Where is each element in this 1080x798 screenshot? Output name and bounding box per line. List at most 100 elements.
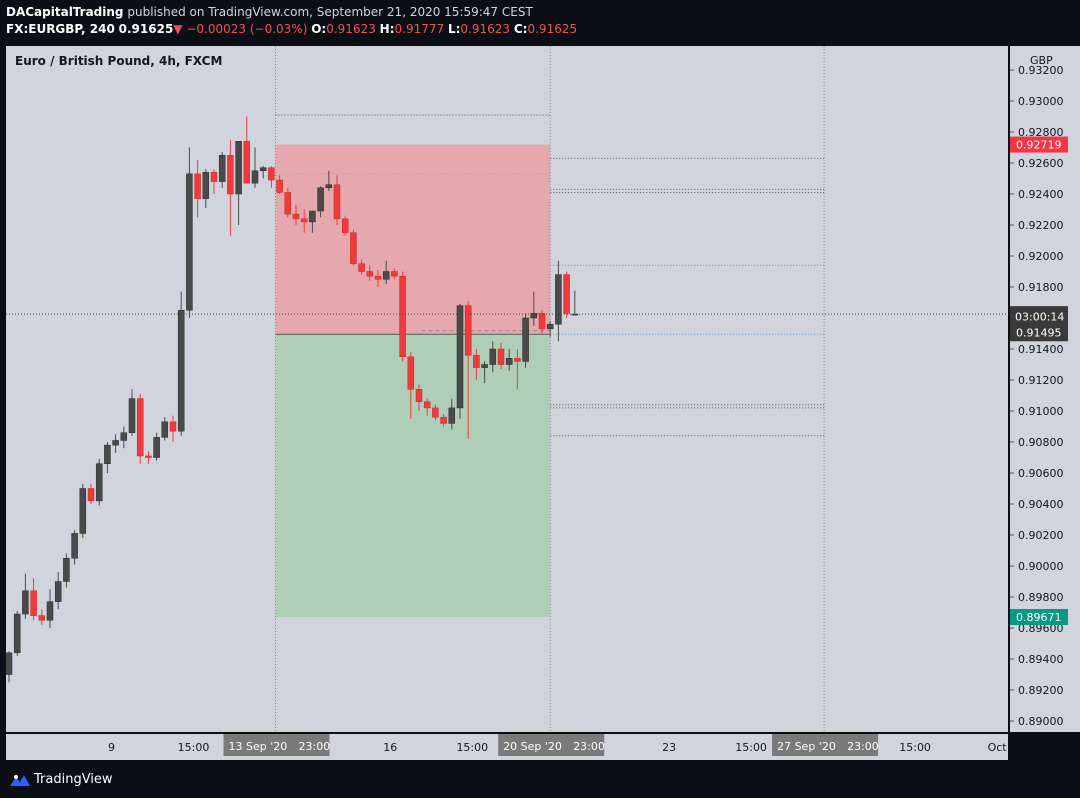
candle-body: [456, 305, 464, 409]
date-highlight-box: [772, 734, 879, 756]
candle-body: [473, 354, 480, 368]
candle-body: [333, 184, 341, 220]
candle-body: [563, 274, 570, 314]
y-tick-label: 0.89000: [1018, 715, 1064, 728]
candle-body: [128, 398, 136, 433]
y-tick-label: 0.92400: [1018, 188, 1064, 201]
y-tick-label: 0.91400: [1018, 343, 1064, 356]
price-change: −0.00023 (−0.03%): [186, 22, 308, 36]
candle-body: [276, 179, 283, 193]
open-label: O:: [311, 22, 327, 36]
x-tick-label: 23: [662, 741, 676, 754]
candle-body: [227, 155, 234, 195]
candle-body: [505, 358, 513, 365]
high-label: H:: [379, 22, 395, 36]
y-tick-label: 0.89600: [1018, 622, 1064, 635]
open-value: 0.91623: [326, 22, 376, 36]
candle-body: [54, 581, 62, 602]
candle-body: [63, 558, 70, 582]
candle-body: [218, 155, 226, 182]
candle-body: [194, 173, 201, 199]
y-tick-label: 0.93000: [1018, 95, 1064, 108]
footer: TradingView: [0, 762, 1080, 798]
vertical-time-lines: [275, 46, 825, 732]
candle-body: [46, 601, 54, 621]
candle-body: [243, 141, 251, 184]
close-value: 0.91625: [527, 22, 578, 36]
candle-body: [522, 317, 529, 362]
x-tick-label: 15:00: [178, 741, 210, 754]
candle-body: [120, 432, 128, 441]
candle-body: [317, 187, 324, 212]
candle-body: [13, 613, 21, 654]
x-tick-label: 15:00: [899, 741, 931, 754]
candle-body: [300, 218, 308, 223]
candle-body: [153, 437, 160, 458]
tradingview-brand[interactable]: TradingView: [34, 772, 113, 787]
candle-body: [177, 310, 185, 432]
price-label: 0.89671: [1016, 611, 1062, 624]
candle-body: [112, 440, 119, 446]
y-tick-label: 0.90400: [1018, 498, 1064, 511]
y-tick-label: 0.91000: [1018, 405, 1064, 418]
candle-body: [358, 263, 365, 272]
candle-body: [571, 313, 579, 316]
date-highlight-label: 13 Sep '20: [229, 740, 288, 753]
candle-body: [292, 213, 300, 220]
y-tick-label: 0.92200: [1018, 219, 1064, 232]
y-axis-ticks: 0.93200 0.93000 0.92800 0.92600 0.92400 0.922…: [1010, 64, 1064, 728]
tradingview-logo-icon[interactable]: [8, 772, 32, 788]
candle-body: [350, 232, 357, 264]
date-highlight-label: 27 Sep '20: [777, 740, 836, 753]
countdown-label: 03:00:14: [1015, 310, 1064, 323]
candle-body: [481, 364, 488, 368]
candle-body: [30, 590, 37, 616]
candle-body: [514, 358, 521, 362]
y-tick-label: 0.90000: [1018, 560, 1064, 573]
candle-body: [169, 421, 177, 432]
candle-body: [538, 313, 546, 330]
candles: [5, 116, 579, 683]
publish-line: DACapitalTrading published on TradingVie…: [6, 5, 533, 19]
candle-body: [489, 348, 497, 365]
candle-body: [497, 348, 505, 365]
down-arrow-icon: ▼: [173, 22, 183, 36]
time-highlight-label: 23:00: [299, 740, 331, 753]
candle-body: [464, 305, 472, 356]
candle-body: [87, 488, 95, 502]
currency-label: GBP: [1030, 54, 1053, 67]
candle-body: [95, 463, 103, 502]
candle-body: [448, 407, 456, 424]
date-highlight-label: 20 Sep '20: [503, 740, 562, 753]
chart-title: Euro / British Pound, 4h, FXCM: [15, 54, 222, 68]
candle-body: [136, 398, 144, 457]
publish-header: DACapitalTrading published on TradingVie…: [0, 0, 1080, 44]
date-highlight-box: [223, 734, 330, 756]
y-tick-label: 0.91800: [1018, 281, 1064, 294]
candle-body: [407, 356, 415, 390]
price-label: 0.92719: [1016, 139, 1062, 152]
price-chart[interactable]: 0.93200 0.93000 0.92800 0.92600 0.92400 0.922…: [0, 44, 1080, 762]
candle-body: [161, 421, 169, 438]
candle-body: [423, 401, 431, 409]
candle-body: [268, 167, 275, 181]
y-tick-label: 0.89400: [1018, 653, 1064, 666]
x-tick-label: 15:00: [735, 741, 767, 754]
x-tick-label: 15:00: [456, 741, 488, 754]
candle-body: [259, 167, 267, 172]
candle-body: [104, 444, 111, 464]
publisher-name[interactable]: DACapitalTrading: [6, 5, 124, 19]
symbol-label: FX:EURGBP, 240: [6, 22, 115, 36]
candle-body: [325, 184, 333, 189]
last-price: 0.91625: [118, 22, 174, 36]
candle-body: [251, 170, 259, 184]
candle-body: [399, 275, 406, 357]
x-tick-label: Oct: [988, 741, 1008, 754]
published-text: published on TradingView.com, September …: [127, 5, 533, 19]
candle-body: [415, 389, 423, 402]
candle-body: [432, 407, 439, 418]
low-value: 0.91623: [460, 22, 511, 36]
candle-body: [22, 590, 29, 615]
high-value: 0.91777: [394, 22, 445, 36]
